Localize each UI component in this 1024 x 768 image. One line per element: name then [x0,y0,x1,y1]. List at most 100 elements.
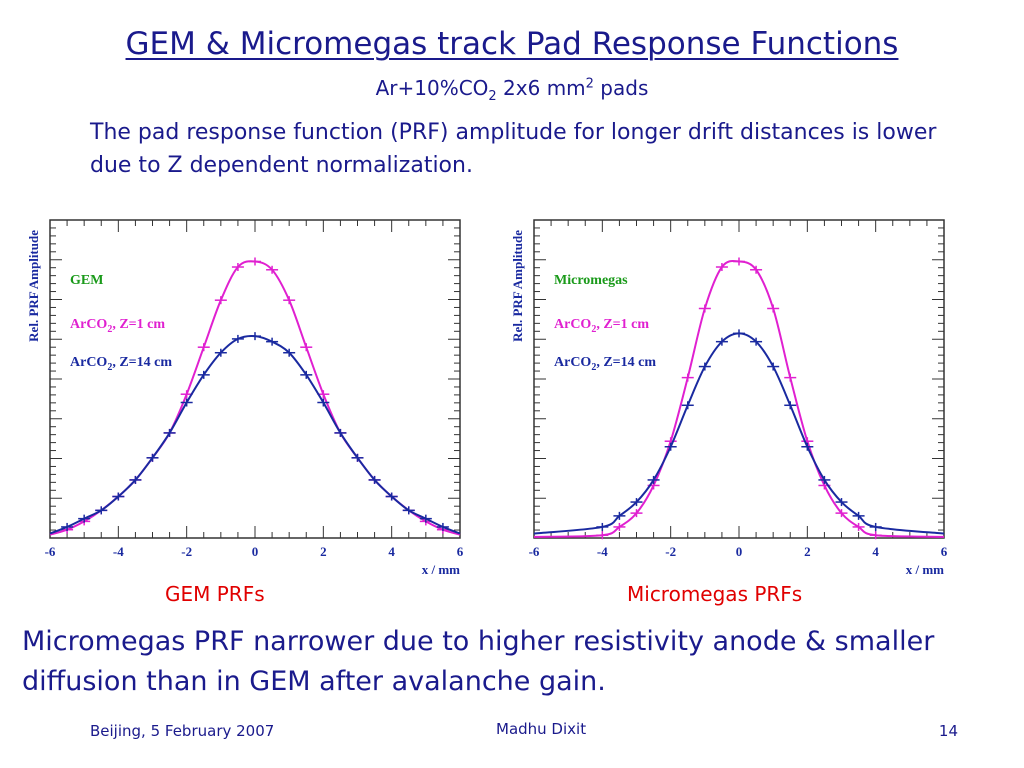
conclusion-text: Micromegas PRF narrower due to higher re… [22,626,935,697]
series-z14-point [283,348,296,357]
legend-entry-gas: ArCO [70,317,107,332]
legend-title: GEM [70,273,103,288]
normalization-note: The pad response function (PRF) amplitud… [90,120,937,178]
series-z14-point [613,511,626,520]
series-z1-curve [533,259,945,538]
series-z1-point [767,304,780,313]
legend-entry-subscript: 2 [107,324,112,335]
legend-entry-condition: , Z=14 cm [596,355,656,370]
series-z1-point [698,304,711,313]
slide-number: 14 [938,722,958,740]
series-z14-point [835,498,848,507]
gem-prf-chart: -6 -4 -2 0 2 4 6 x / mm Rel. PRF Amplitude GEM ArC… [26,219,464,577]
series-z1-point [231,263,244,272]
x-tick-label: 6 [941,544,948,559]
series-z14-point [698,362,711,371]
x-tick-label: 4 [872,544,879,559]
series-z14-point [852,511,865,520]
x-tick-label: 2 [804,544,811,559]
plot-frame [533,219,945,539]
series-z14-point [630,498,643,507]
legend-entry-z1: ArCO2, Z=1 cm [554,317,649,335]
series-z14-point [385,492,398,501]
series-z14-point [95,506,108,515]
micromegas-prf-chart: -6 -4 -2 0 2 4 6 x / mm Rel. PRF Amplitude Microm… [510,219,948,577]
series-z14-point [351,453,364,462]
series-z14-point [681,401,694,410]
series-z1-point [715,263,728,272]
x-tick-label: 0 [736,544,743,559]
series-z1-point [283,296,296,305]
legend-entry-z14: ArCO2, Z=14 cm [554,355,656,373]
legend-entry-gas: ArCO [554,317,591,332]
gem-caption: GEM PRFs [165,582,265,606]
series-z14-point [368,475,381,484]
series-z14-point [61,522,74,531]
legend-entry-subscript: 2 [591,362,596,373]
x-tick-label: -4 [597,544,608,559]
x-tick-label: -2 [665,544,676,559]
series-z14-point [112,492,125,501]
x-tick-label: 4 [388,544,395,559]
series-z14-point [334,428,347,437]
series-z1-point [596,531,609,540]
subtitle-gas: Ar+10%CO [375,76,489,100]
slide-subtitle: Ar+10%CO2 2x6 mm2 pads [0,76,1024,104]
series-z1-point [852,522,865,531]
series-z14-point [129,475,142,484]
footer-date: Beijing, 5 February 2007 [90,722,275,740]
series-z14-point [214,348,227,357]
subtitle-pad-superscript: 2 [585,76,594,92]
x-tick-label: 6 [457,544,464,559]
series-z14-point [596,522,609,531]
legend-entry-condition: , Z=14 cm [112,355,172,370]
x-tick-label: -6 [529,544,540,559]
series-z14-point [300,370,313,379]
series-z14-point [801,442,814,451]
series-z14-point [78,514,91,523]
series-z14-point [436,522,449,531]
subtitle-pad-size: 2x6 mm [496,76,586,100]
series-z1-point [869,531,882,540]
series-z14-point [647,475,660,484]
legend-entry-gas: ArCO [70,355,107,370]
legend-entry-gas: ArCO [554,355,591,370]
series-z14-point [266,337,279,346]
series-z14-point [197,370,210,379]
series-z1-point [214,296,227,305]
series-z1-point [784,373,797,382]
series-z14-point [317,398,330,407]
x-tick-label: 0 [252,544,259,559]
legend-entry-subscript: 2 [107,362,112,373]
legend-entry-condition: , Z=1 cm [596,317,649,332]
series-z14-point [180,398,193,407]
legend-entry-z14: ArCO2, Z=14 cm [70,355,172,373]
series-z14-point [767,362,780,371]
series-z1-point [613,522,626,531]
y-axis-title: Rel. PRF Amplitude [26,230,41,342]
series-z1-point [249,257,261,266]
y-axis-title: Rel. PRF Amplitude [510,230,525,342]
series-z14-point [664,442,677,451]
slide-title: GEM & Micromegas track Pad Response Func… [125,26,899,62]
series-z1-point [750,265,763,274]
series-z1-point [835,509,848,518]
plot-frame [49,219,461,539]
series-z14-point [249,332,261,341]
subtitle-gas-subscript: 2 [488,89,497,104]
series-z14-point [784,401,797,410]
legend-title: Micromegas [554,273,628,288]
series-z1-point [300,343,313,352]
series-z1-point [197,343,210,352]
series-z1-point [266,265,279,274]
series-z1-curve [49,260,461,536]
series-z14-point [733,329,745,338]
series-z14-point [146,453,159,462]
x-tick-label: 2 [320,544,327,559]
series-z1-point [681,373,694,382]
series-z14-point [869,522,882,531]
subtitle-pads: pads [593,76,649,100]
series-z14-point [715,337,728,346]
series-z14-point [231,334,244,343]
x-tick-label: -2 [181,544,192,559]
